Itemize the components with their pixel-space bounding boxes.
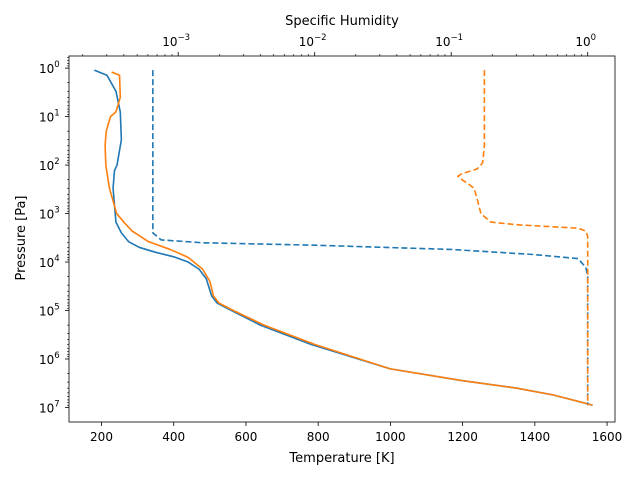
y-tick-label: 106 bbox=[39, 351, 60, 367]
y-tick-label: 101 bbox=[39, 109, 60, 125]
y-tick-label: 103 bbox=[39, 206, 60, 222]
x-tick-label: 200 bbox=[90, 430, 113, 444]
x-tick-label: 600 bbox=[234, 430, 257, 444]
x-tick-label: 1400 bbox=[520, 430, 551, 444]
y-tick-label: 107 bbox=[39, 399, 60, 415]
ticks-layer: 200 400 600 800 1000 1200 1400 1600 100 101 102 103… bbox=[39, 33, 622, 444]
top-tick-label: 10−1 bbox=[435, 33, 463, 49]
y-tick-label: 100 bbox=[39, 60, 60, 76]
top-tick-label: 100 bbox=[575, 33, 596, 49]
humidity-line-3 bbox=[152, 70, 589, 406]
plot-frame bbox=[68, 55, 616, 423]
humidity-line-4 bbox=[457, 70, 589, 406]
x-tick-label: 1000 bbox=[375, 430, 406, 444]
y-tick-label: 104 bbox=[39, 254, 60, 270]
y-axis-label: Pressure [Pa] bbox=[14, 195, 29, 280]
series-layer bbox=[93, 69, 593, 407]
x-axis-label: Temperature [K] bbox=[288, 451, 394, 466]
temperature-line-2 bbox=[104, 71, 593, 407]
x-tick-label: 1600 bbox=[592, 430, 623, 444]
x-tick-label: 400 bbox=[162, 430, 185, 444]
x-tick-label: 800 bbox=[307, 430, 330, 444]
top-tick-label: 10−2 bbox=[299, 33, 327, 49]
y-tick-label: 105 bbox=[39, 303, 60, 319]
y-tick-label: 102 bbox=[39, 157, 60, 173]
temperature-line-1 bbox=[93, 69, 593, 407]
top-tick-label: 10−3 bbox=[162, 33, 190, 49]
x-tick-label: 1200 bbox=[447, 430, 478, 444]
top-x-axis-label: Specific Humidity bbox=[285, 14, 399, 29]
